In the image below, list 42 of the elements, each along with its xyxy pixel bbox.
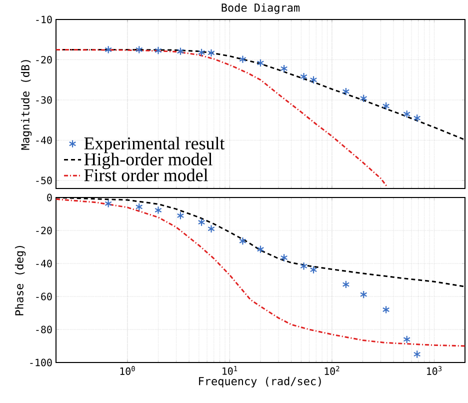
point [382, 306, 390, 314]
x-axis-title: Frequency (rad/sec) [199, 377, 321, 388]
legend-label: High-order model [84, 153, 212, 170]
point [154, 46, 162, 55]
chart-title: Bode Diagram [222, 4, 300, 14]
y-tick-label: 0 [47, 194, 52, 202]
point [403, 336, 411, 344]
point [403, 110, 411, 118]
y-tick-label: -30 [36, 96, 52, 104]
x-tick-label: 10$^{2}$ [324, 366, 340, 376]
legend-label: First order model [84, 168, 208, 182]
point [154, 206, 162, 215]
point [300, 72, 308, 82]
y-tick-label: -40 [36, 136, 52, 144]
point [342, 88, 350, 96]
y-tick-label: -80 [36, 326, 52, 334]
point [382, 102, 390, 110]
x-tick-label: 10$^{0}$ [120, 366, 135, 376]
y-axis-title: Magnitude (dB) [20, 60, 32, 150]
point [239, 237, 246, 246]
point [176, 47, 184, 56]
point [198, 48, 206, 57]
x-tick-label: 10$^{3}$ [427, 366, 442, 376]
x-tick-label: 10$^{1}$ [222, 366, 238, 376]
point [176, 212, 184, 220]
y-tick-label: -20 [36, 226, 52, 235]
point [300, 262, 308, 271]
point [280, 254, 288, 262]
point [135, 203, 143, 212]
y-tick-label: -100 [30, 358, 52, 367]
y-tick-label: -60 [36, 292, 52, 301]
y-axis-title: Phase (deg) [14, 246, 26, 316]
legend-label: Experimental result [84, 137, 225, 154]
y-tick-label: -50 [36, 176, 52, 184]
y-tick-label: -20 [36, 56, 52, 64]
point [280, 64, 288, 73]
point [342, 280, 350, 289]
y-tick-label: -40 [36, 260, 52, 268]
point [198, 218, 206, 227]
y-tick-label: -10 [36, 16, 52, 24]
point [239, 55, 246, 64]
point [135, 46, 143, 54]
